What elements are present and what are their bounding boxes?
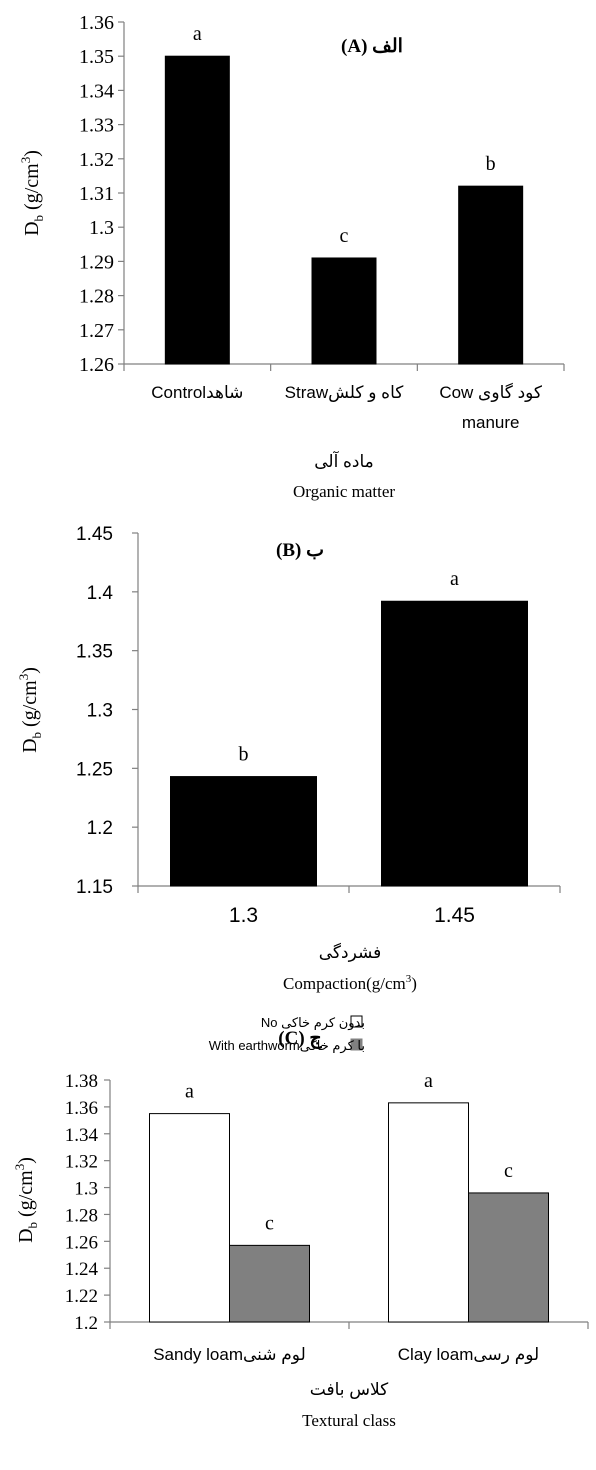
bar: [149, 1113, 230, 1323]
bar: [311, 257, 377, 365]
y-tick-label: 1.35: [79, 46, 114, 68]
significance-letter: a: [193, 23, 202, 45]
panel-c-y-axis-label: Db (g/cm3): [12, 1157, 40, 1243]
legend-swatch-no-earthworm: [350, 1015, 363, 1028]
x-category-label: کود گاوی Cow: [439, 382, 543, 402]
panel-b-title: ب (B): [276, 540, 324, 561]
legend-label-no-earthworm: بدون کرم خاکی No: [261, 1015, 365, 1031]
significance-letter: a: [424, 1070, 433, 1092]
y-tick-label: 1.3: [87, 701, 113, 722]
y-tick-label: 1.35: [76, 642, 113, 663]
panel-c-bars: [109, 1102, 589, 1329]
panel-b-y-axis-label: Db (g/cm3): [16, 667, 44, 753]
panel-c-y-ticks: 1.2 1.22 1.24 1.26 1.28 1.3 1.32 1.34 1.36 1.38: [65, 1071, 110, 1334]
panel-c-significance-letters: a c a c: [185, 1070, 513, 1235]
panel-b-bars: [137, 600, 561, 893]
y-tick-label: 1.34: [65, 1125, 99, 1146]
y-tick-label: 1.33: [79, 115, 114, 137]
significance-letter: c: [265, 1212, 274, 1234]
significance-letter: c: [504, 1160, 513, 1182]
y-tick-label: 1.29: [79, 251, 114, 273]
y-tick-label: 1.25: [76, 759, 113, 780]
panel-a-bars: [123, 55, 565, 371]
y-tick-label: 1.32: [65, 1152, 98, 1173]
panel-c-category-labels: لوم شنیSandy loam لوم رسیClay loam: [153, 1345, 539, 1364]
panel-c-title: ج (C): [278, 1028, 322, 1049]
panel-b-y-ticks: 1.15 1.2 1.25 1.3 1.35 1.4 1.45: [76, 524, 138, 898]
x-category-label: کاه و کلشStraw: [285, 383, 405, 402]
significance-letter: b: [486, 153, 496, 175]
y-tick-label: 1.22: [65, 1286, 98, 1307]
panel-a-y-ticks: 1.26 1.27 1.28 1.29 1.3 1.31 1.32 1.33 1.34 1.35 1…: [79, 12, 124, 376]
y-tick-label: 1.36: [79, 12, 114, 34]
bar: [458, 185, 524, 365]
x-category-label: لوم شنیSandy loam: [153, 1345, 306, 1364]
y-tick-label: 1.28: [65, 1205, 98, 1226]
panel-a-title: الف (A): [341, 36, 403, 57]
panel-b-category-labels: 1.3 1.45: [229, 904, 475, 927]
y-tick-label: 1.32: [79, 149, 114, 171]
y-tick-label: 1.26: [79, 354, 114, 376]
panel-b-x-axis-label-en: Compaction(g/cm3): [283, 973, 417, 993]
panel-c-x-axis-label-en: Textural class: [302, 1411, 396, 1430]
panel-c-legend: بدون کرم خاکی No با کرم خاکیWith earthwo…: [209, 1015, 365, 1054]
panel-b-significance-letters: ba: [239, 568, 460, 765]
y-tick-label: 1.4: [87, 583, 114, 604]
y-tick-label: 1.27: [79, 320, 114, 342]
y-tick-label: 1.2: [74, 1313, 98, 1334]
panel-a-category-labels: شاهدControl کاه و کلشStraw کود گاوی Cow man…: [151, 382, 543, 432]
x-category-label: manure: [462, 413, 520, 432]
panel-a-y-axis-label: Db (g/cm3): [18, 150, 46, 236]
significance-letter: a: [185, 1081, 194, 1103]
bar: [468, 1192, 549, 1323]
legend-label-with-earthworm: با کرم خاکیWith earthworm: [209, 1038, 365, 1054]
panel-a-significance-letters: a c b: [193, 23, 496, 247]
x-category-label: 1.45: [434, 904, 475, 927]
bar: [164, 55, 230, 365]
x-category-label: شاهدControl: [151, 383, 243, 402]
panel-b: ب (B) 1.151.21.251.31.351.41.45 ba 1.3 1.…: [16, 524, 561, 993]
y-tick-label: 1.31: [79, 183, 114, 205]
y-tick-label: 1.38: [65, 1071, 98, 1092]
y-tick-label: 1.34: [79, 80, 114, 102]
bar: [381, 600, 528, 887]
significance-letter: a: [450, 568, 459, 590]
y-tick-label: 1.15: [76, 877, 113, 898]
x-category-label: 1.3: [229, 904, 258, 927]
y-tick-label: 1.2: [87, 818, 113, 839]
panel-a-x-axis-label-fa: ماده آلی: [314, 450, 374, 471]
x-category-label: لوم رسیClay loam: [398, 1345, 539, 1364]
y-tick-label: 1.3: [89, 217, 114, 239]
y-tick-label: 1.28: [79, 286, 114, 308]
y-tick-label: 1.24: [65, 1259, 99, 1280]
panel-c-x-axis-label-fa: کلاس بافت: [310, 1380, 389, 1399]
bar: [388, 1102, 469, 1323]
significance-letter: c: [340, 225, 349, 247]
panel-c: ج (C) بدون کرم خاکی No با کرم خاکیWith e…: [12, 1015, 589, 1430]
panel-b-x-axis-label-fa: فشردگی: [319, 942, 382, 962]
y-tick-label: 1.45: [76, 524, 113, 545]
bar: [229, 1244, 310, 1323]
panel-a-x-axis-label-en: Organic matter: [293, 482, 395, 501]
panel-a: الف (A) 1.261.271.281.291.31.311.321.331…: [18, 12, 565, 501]
y-tick-label: 1.26: [65, 1232, 98, 1253]
legend-swatch-with-earthworm: [350, 1038, 363, 1051]
y-tick-label: 1.36: [65, 1098, 98, 1119]
bar: [170, 776, 317, 887]
y-tick-label: 1.3: [74, 1179, 98, 1200]
significance-letter: b: [239, 744, 249, 766]
